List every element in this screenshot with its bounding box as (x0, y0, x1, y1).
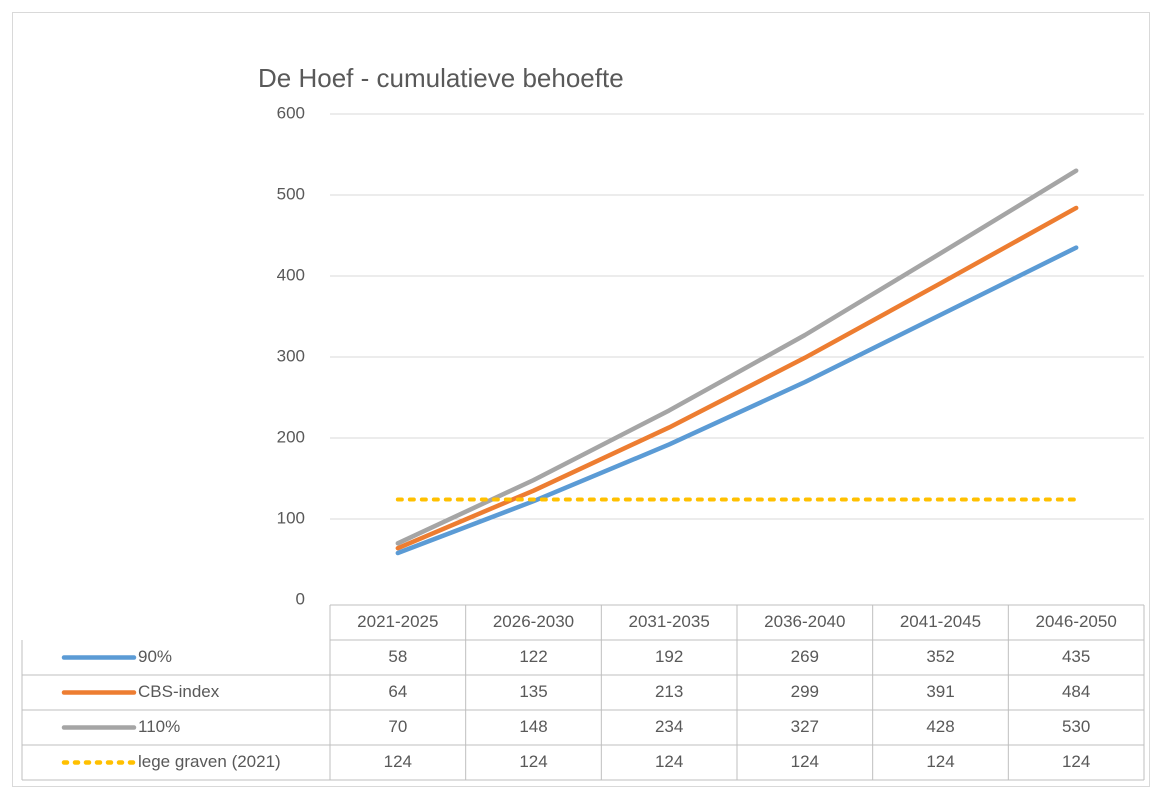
table-value: 124 (519, 752, 547, 771)
table-value: 435 (1062, 647, 1090, 666)
legend-label: 90% (138, 647, 172, 666)
table-value: 391 (926, 682, 954, 701)
table-value: 124 (1062, 752, 1090, 771)
x-tick-label: 2041-2045 (900, 612, 981, 631)
table-value: 148 (519, 717, 547, 736)
y-tick-label: 600 (277, 103, 305, 122)
table-value: 70 (388, 717, 407, 736)
legend-label: lege graven (2021) (138, 752, 281, 771)
table-value: 124 (384, 752, 412, 771)
table-value: 327 (791, 717, 819, 736)
y-tick-label: 100 (277, 508, 305, 527)
x-tick-label: 2046-2050 (1036, 612, 1117, 631)
series-line (395, 168, 1079, 546)
series-line (395, 245, 1079, 556)
table-value: 299 (791, 682, 819, 701)
table-value: 530 (1062, 717, 1090, 736)
table-value: 124 (655, 752, 683, 771)
legend-label: 110% (138, 717, 180, 736)
y-tick-label: 400 (277, 265, 305, 284)
table-value: 428 (926, 717, 954, 736)
table-value: 484 (1062, 682, 1090, 701)
table-value: 58 (388, 647, 407, 666)
y-tick-label: 500 (277, 184, 305, 203)
table-value: 352 (926, 647, 954, 666)
legend-label: CBS-index (138, 682, 220, 701)
table-value: 192 (655, 647, 683, 666)
x-tick-label: 2031-2035 (629, 612, 710, 631)
table-value: 124 (791, 752, 819, 771)
table-value: 135 (519, 682, 547, 701)
y-tick-label: 300 (277, 346, 305, 365)
table-value: 122 (519, 647, 547, 666)
chart-border (12, 12, 1150, 787)
x-tick-label: 2036-2040 (764, 612, 845, 631)
table-value: 269 (791, 647, 819, 666)
table-value: 213 (655, 682, 683, 701)
y-tick-label: 200 (277, 427, 305, 446)
table-value: 124 (926, 752, 954, 771)
x-tick-label: 2021-2025 (357, 612, 438, 631)
chart-title: De Hoef - cumulatieve behoefte (258, 63, 624, 93)
x-tick-label: 2026-2030 (493, 612, 574, 631)
y-tick-label: 0 (296, 589, 305, 608)
table-value: 234 (655, 717, 683, 736)
table-value: 64 (388, 682, 407, 701)
